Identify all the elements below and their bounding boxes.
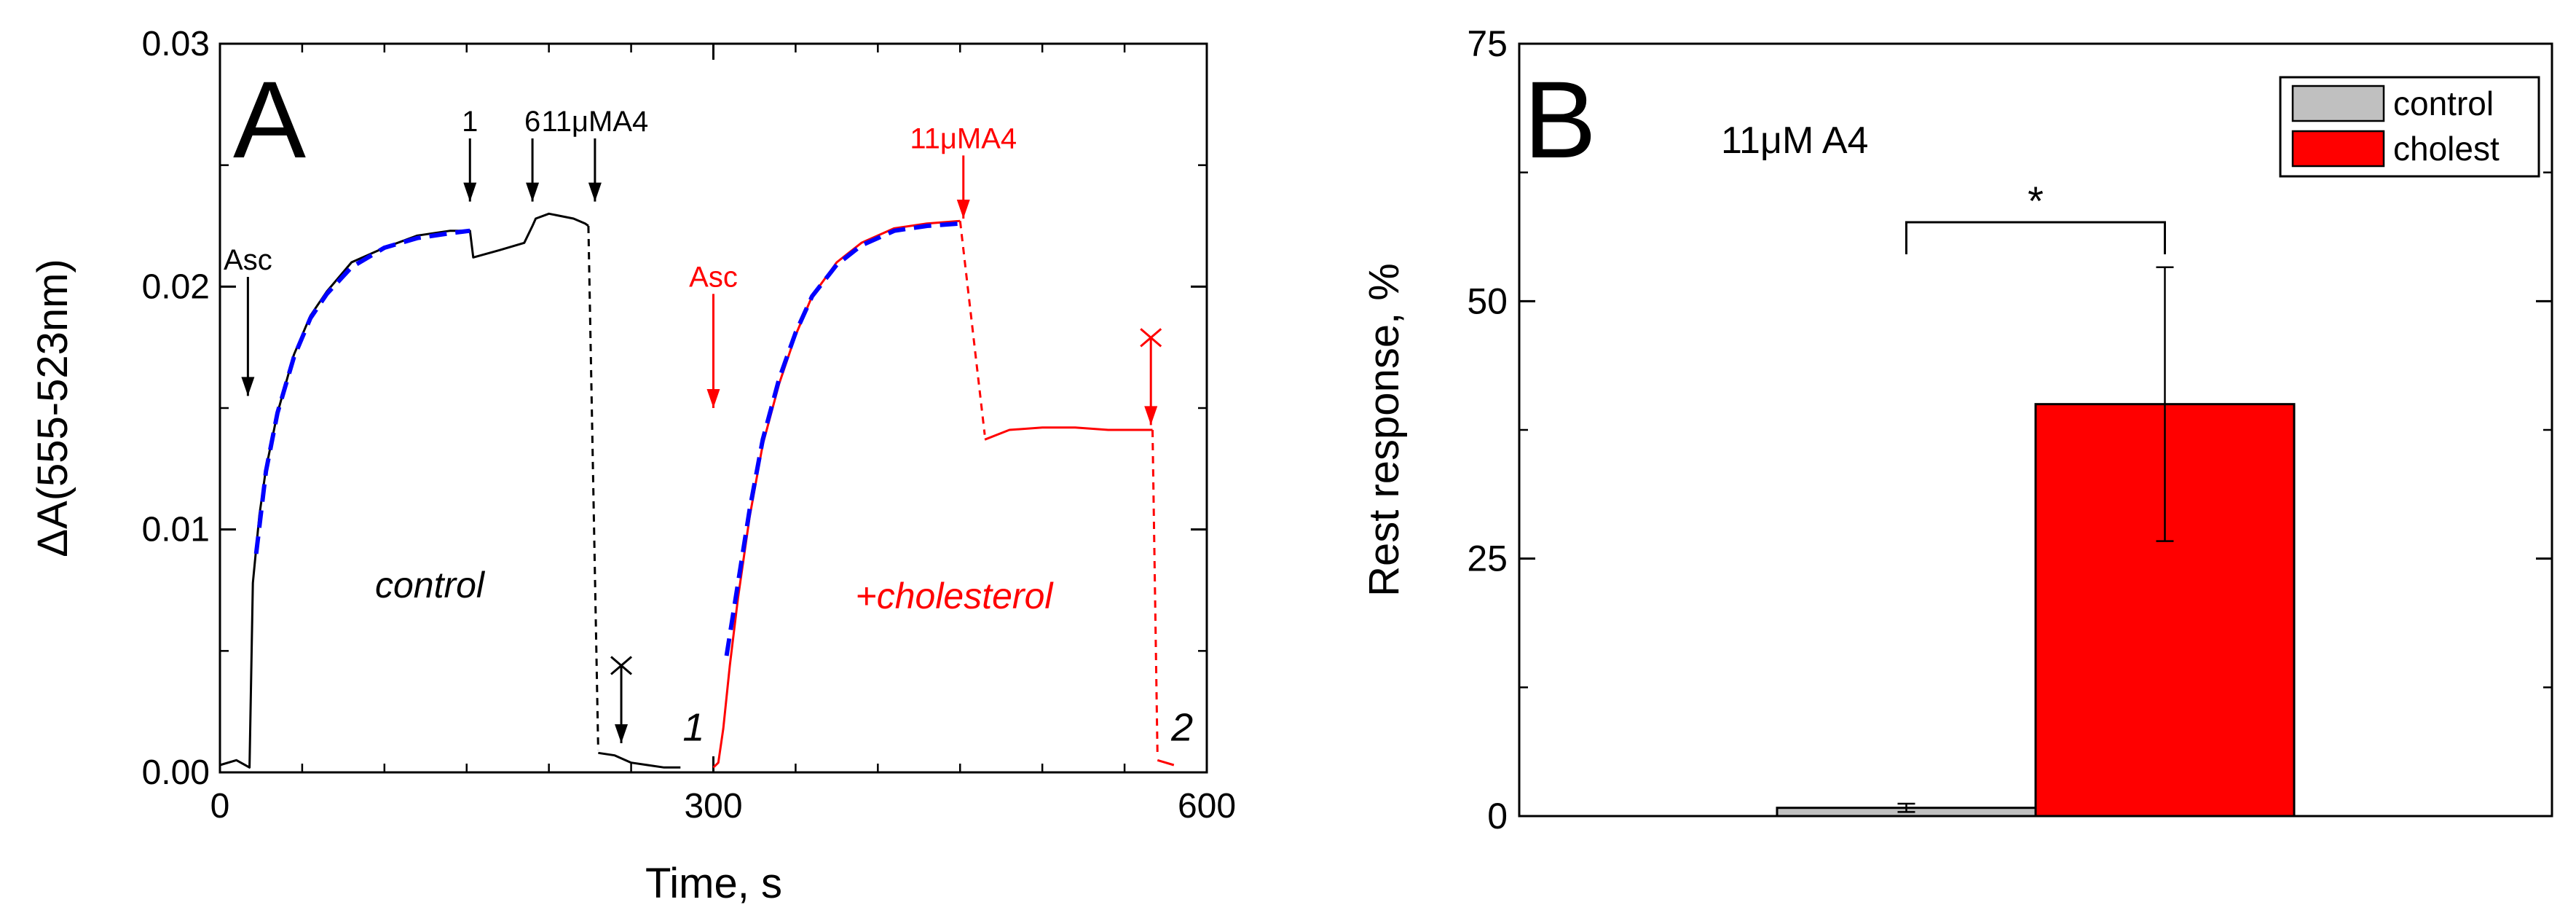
y-tick-label: 75 (1467, 23, 1508, 64)
panel-a-label: A (233, 58, 306, 181)
legend-label-cholest: cholest (2393, 130, 2500, 168)
trace-number-label: 1 (682, 706, 704, 750)
trace-line (598, 751, 681, 769)
legend-swatch-control (2291, 85, 2385, 122)
y-tick-label: 0.02 (142, 267, 210, 306)
significance-label: * (2028, 178, 2044, 224)
legend-swatch-cholest (2291, 130, 2385, 168)
panel-b-ticks: 0 25 50 75 (1467, 23, 2552, 836)
significance-bracket (1905, 221, 2166, 254)
panel-b: 0 25 50 75 * B 11μM A4 Rest response, % con… (1360, 23, 2553, 836)
arrow-label: 6 (524, 106, 540, 138)
panel-b-ylabel: Rest response, % (1360, 263, 1408, 597)
y-tick-label: 0.03 (142, 25, 210, 63)
x-tick-label: 0 (210, 787, 230, 826)
arrow-label: 11μMA4 (541, 106, 648, 138)
trace-line (1157, 759, 1175, 767)
y-tick-label: 0.00 (142, 753, 210, 792)
trace-number-label: 2 (1170, 706, 1193, 750)
y-tick-label: 25 (1467, 538, 1508, 579)
trace-line (984, 426, 1153, 441)
panel-b-annotation: 11μM A4 (1721, 119, 1868, 162)
y-tick-label: 50 (1467, 281, 1508, 321)
arrow-head (463, 182, 477, 202)
arrow-head (1144, 406, 1158, 426)
panel-a-ticks: 0 300 600 0.00 0.01 0.02 0.03 (142, 25, 1236, 826)
panel-a-series (219, 212, 1175, 769)
fit-curve (253, 228, 470, 554)
trace-line (1151, 429, 1159, 756)
arrow-head (615, 724, 629, 743)
panel-b-label: B (1524, 58, 1596, 181)
panel-a-ylabel: ΔA(555-523nm) (29, 259, 76, 557)
panel-b-legend: control cholest (2279, 76, 2540, 178)
legend-label-control: control (2393, 85, 2494, 122)
arrow-label: Asc (224, 244, 272, 276)
arrow-label: 11μMA4 (910, 122, 1017, 154)
x-tick-label: 600 (1178, 787, 1236, 826)
arrow-label: Asc (689, 261, 738, 293)
trace-line (219, 212, 589, 769)
arrow-head (588, 182, 602, 202)
panel-b-bars: * (1776, 178, 2296, 818)
trace-line (958, 221, 986, 435)
y-tick-label: 0 (1487, 796, 1508, 836)
panel-a-xlabel: Time, s (645, 860, 782, 907)
condition-label-cholesterol: +cholesterol (856, 576, 1055, 616)
condition-label-control: control (375, 565, 486, 605)
arrow-head (241, 377, 255, 396)
y-tick-label: 0.01 (142, 511, 210, 549)
fit-curve (724, 221, 961, 657)
arrow-label: 1 (462, 106, 478, 138)
arrow-head (706, 389, 720, 408)
trace-line (587, 225, 599, 751)
x-tick-label: 300 (684, 787, 742, 826)
arrow-head (956, 200, 970, 219)
arrow-head (526, 182, 540, 202)
